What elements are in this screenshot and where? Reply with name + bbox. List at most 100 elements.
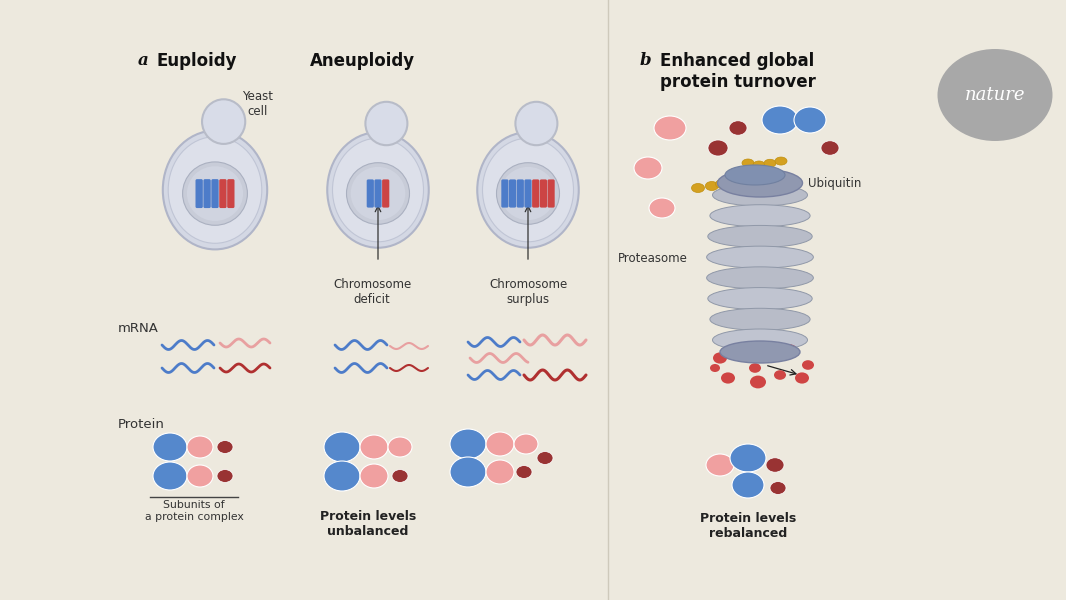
Ellipse shape: [486, 460, 514, 484]
FancyBboxPatch shape: [517, 179, 523, 208]
FancyBboxPatch shape: [539, 179, 547, 208]
Ellipse shape: [450, 457, 486, 487]
Ellipse shape: [710, 364, 720, 372]
Text: Protein levels
rebalanced: Protein levels rebalanced: [700, 512, 796, 540]
Text: Protein: Protein: [118, 418, 165, 431]
Ellipse shape: [715, 179, 728, 188]
FancyBboxPatch shape: [204, 179, 211, 208]
Ellipse shape: [775, 157, 787, 165]
FancyBboxPatch shape: [524, 179, 532, 208]
Ellipse shape: [764, 159, 776, 167]
Text: Chromosome
deficit: Chromosome deficit: [333, 278, 411, 306]
Ellipse shape: [655, 116, 687, 140]
Ellipse shape: [723, 178, 737, 187]
Ellipse shape: [692, 184, 705, 193]
Text: mRNA: mRNA: [118, 322, 159, 335]
Ellipse shape: [649, 198, 675, 218]
Ellipse shape: [710, 308, 810, 330]
Text: Ubiquitin: Ubiquitin: [808, 176, 861, 190]
Ellipse shape: [497, 163, 560, 224]
Ellipse shape: [707, 246, 813, 268]
Ellipse shape: [333, 138, 423, 242]
FancyBboxPatch shape: [227, 179, 235, 208]
Text: Protein levels
unbalanced: Protein levels unbalanced: [320, 510, 416, 538]
Ellipse shape: [720, 341, 800, 363]
Ellipse shape: [712, 184, 808, 206]
Ellipse shape: [327, 132, 429, 248]
Ellipse shape: [450, 429, 486, 459]
Ellipse shape: [749, 363, 761, 373]
Ellipse shape: [753, 161, 765, 169]
Ellipse shape: [486, 432, 514, 456]
Ellipse shape: [537, 452, 553, 464]
Ellipse shape: [163, 131, 268, 250]
Ellipse shape: [634, 157, 662, 179]
Text: Proteasome: Proteasome: [618, 251, 688, 265]
Ellipse shape: [182, 162, 247, 225]
Ellipse shape: [721, 373, 734, 383]
Ellipse shape: [706, 454, 734, 476]
Ellipse shape: [794, 107, 826, 133]
Ellipse shape: [217, 440, 233, 454]
Ellipse shape: [516, 466, 532, 478]
Ellipse shape: [154, 433, 187, 461]
Ellipse shape: [766, 458, 784, 472]
Ellipse shape: [712, 329, 808, 351]
FancyBboxPatch shape: [501, 179, 508, 208]
FancyBboxPatch shape: [548, 179, 554, 208]
Text: Chromosome
surplus: Chromosome surplus: [489, 278, 567, 306]
Ellipse shape: [366, 102, 407, 145]
Ellipse shape: [187, 436, 213, 458]
FancyBboxPatch shape: [382, 179, 389, 208]
Ellipse shape: [483, 138, 574, 242]
Ellipse shape: [770, 482, 786, 494]
Ellipse shape: [802, 360, 814, 370]
Ellipse shape: [217, 470, 233, 482]
FancyBboxPatch shape: [508, 179, 516, 208]
Ellipse shape: [514, 434, 538, 454]
Ellipse shape: [937, 49, 1052, 141]
Ellipse shape: [346, 163, 409, 224]
Ellipse shape: [764, 349, 780, 361]
Text: Subunits of
a protein complex: Subunits of a protein complex: [145, 500, 243, 521]
Ellipse shape: [784, 344, 797, 356]
FancyBboxPatch shape: [195, 179, 203, 208]
Ellipse shape: [750, 376, 766, 388]
Text: Euploidy: Euploidy: [157, 52, 238, 70]
Ellipse shape: [710, 205, 810, 227]
FancyBboxPatch shape: [374, 179, 382, 208]
Ellipse shape: [203, 99, 245, 144]
Text: Aneuploidy: Aneuploidy: [310, 52, 415, 70]
Ellipse shape: [478, 132, 579, 248]
Ellipse shape: [708, 287, 812, 310]
Ellipse shape: [515, 102, 558, 145]
Ellipse shape: [707, 267, 813, 289]
Ellipse shape: [706, 181, 718, 191]
FancyBboxPatch shape: [367, 179, 374, 208]
Ellipse shape: [730, 344, 746, 356]
Ellipse shape: [154, 462, 187, 490]
Ellipse shape: [708, 140, 728, 156]
Ellipse shape: [713, 352, 727, 364]
Text: Enhanced global
protein turnover: Enhanced global protein turnover: [660, 52, 815, 91]
Ellipse shape: [708, 226, 812, 247]
Ellipse shape: [324, 432, 360, 462]
FancyBboxPatch shape: [532, 179, 539, 208]
Ellipse shape: [742, 159, 754, 167]
Ellipse shape: [732, 175, 745, 185]
Ellipse shape: [732, 472, 764, 498]
Ellipse shape: [187, 465, 213, 487]
Text: nature: nature: [965, 86, 1025, 104]
Ellipse shape: [388, 437, 411, 457]
Ellipse shape: [729, 121, 747, 135]
Ellipse shape: [725, 165, 785, 185]
Ellipse shape: [501, 167, 555, 220]
Ellipse shape: [187, 166, 243, 221]
Ellipse shape: [774, 370, 786, 380]
Ellipse shape: [324, 461, 360, 491]
Ellipse shape: [762, 106, 798, 134]
Ellipse shape: [821, 141, 839, 155]
Text: Yeast
cell: Yeast cell: [242, 90, 274, 118]
Ellipse shape: [360, 464, 388, 488]
Ellipse shape: [717, 169, 803, 197]
